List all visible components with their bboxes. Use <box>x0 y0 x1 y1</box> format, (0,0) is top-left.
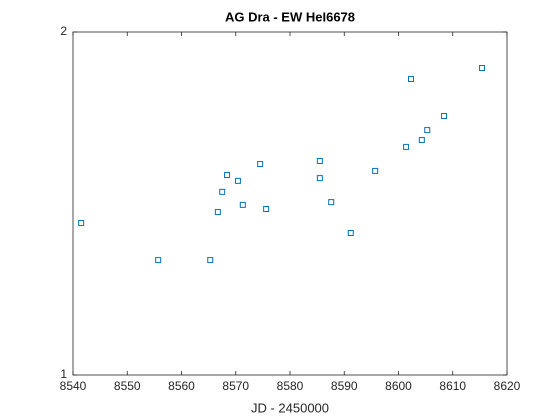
x-tick-label: 8550 <box>114 379 141 393</box>
point <box>316 175 323 182</box>
point <box>424 127 431 134</box>
point <box>407 75 414 82</box>
x-tick-label: 8570 <box>222 379 249 393</box>
y-tick-label: 1 <box>60 367 67 381</box>
point <box>207 257 214 264</box>
point <box>418 137 425 144</box>
point <box>441 113 448 120</box>
x-tick-label: 8540 <box>60 379 87 393</box>
point <box>403 143 410 150</box>
x-tick-label: 8620 <box>494 379 521 393</box>
point <box>219 188 226 195</box>
plot-area <box>72 31 508 376</box>
point <box>479 65 486 72</box>
point <box>78 220 85 227</box>
x-tick-label: 8560 <box>168 379 195 393</box>
point <box>263 205 270 212</box>
x-tick-label: 8590 <box>331 379 358 393</box>
x-tick-label: 8580 <box>277 379 304 393</box>
x-axis-label: JD - 2450000 <box>251 400 329 415</box>
y-tick-label: 2 <box>60 24 67 38</box>
point <box>316 157 323 164</box>
x-tick-label: 8610 <box>439 379 466 393</box>
point <box>257 161 264 168</box>
point <box>224 172 231 179</box>
point <box>214 209 221 216</box>
point <box>155 257 162 264</box>
point <box>372 167 379 174</box>
x-tick-label: 8600 <box>385 379 412 393</box>
point <box>328 199 335 206</box>
chart-title: AG Dra - EW HeI6678 <box>225 9 355 24</box>
point <box>239 201 246 208</box>
point <box>234 177 241 184</box>
point <box>347 229 354 236</box>
